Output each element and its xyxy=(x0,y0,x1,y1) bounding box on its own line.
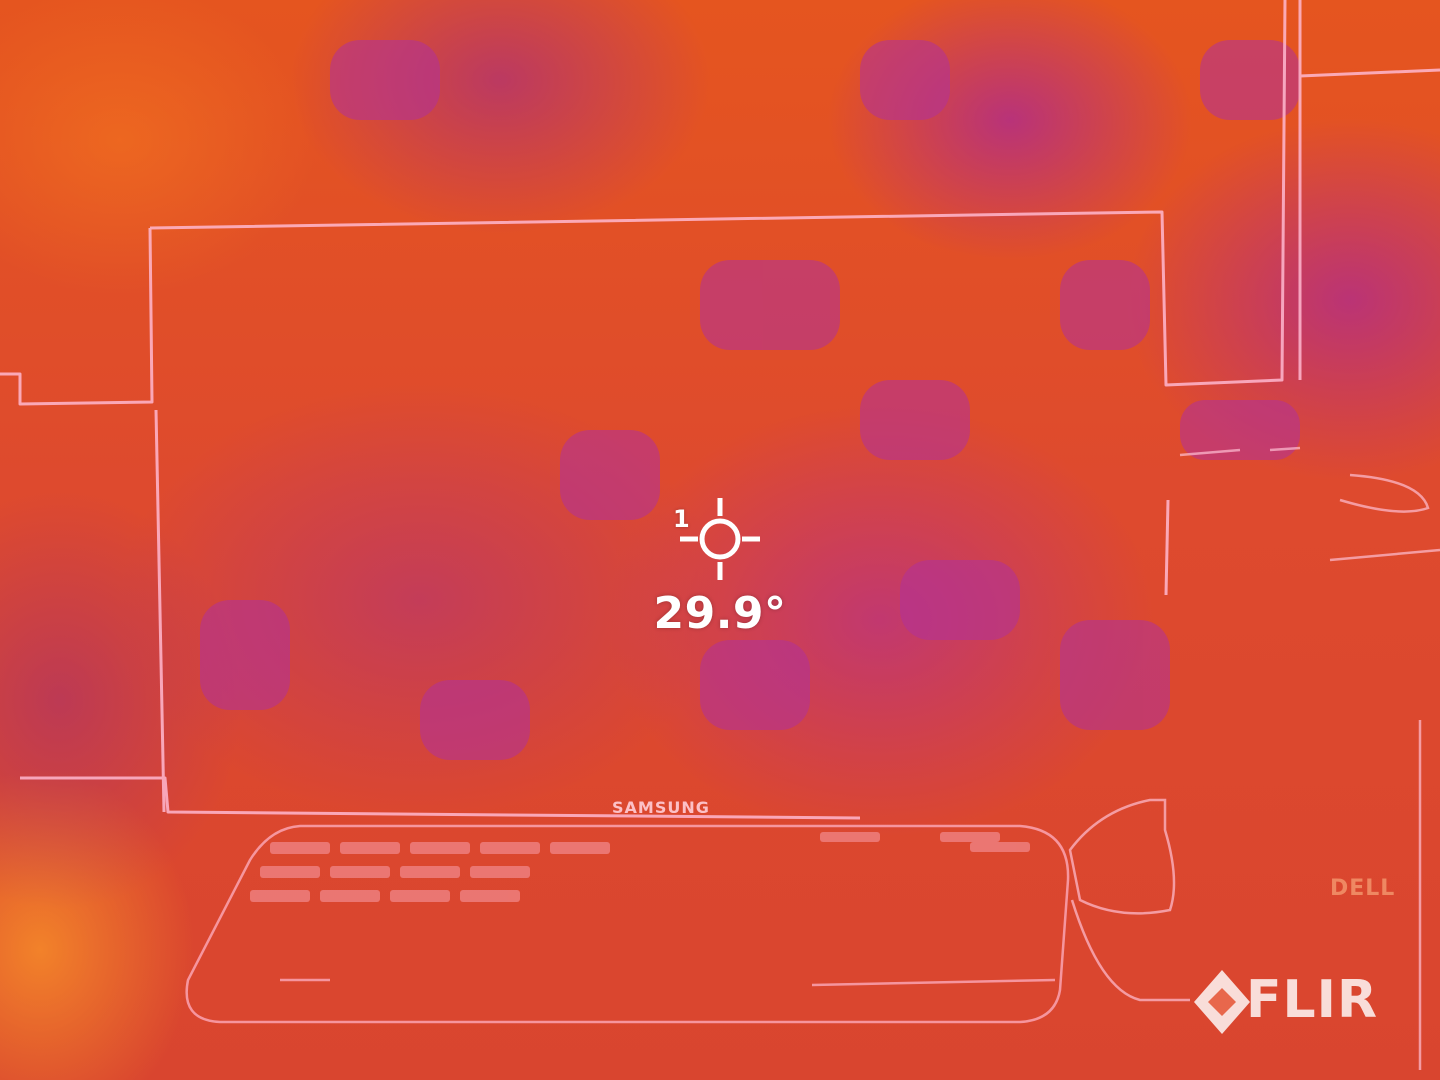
tower-brand-label: DELL xyxy=(1330,876,1396,901)
flir-logo-icon xyxy=(1192,962,1402,1042)
spot-index-label: 1 xyxy=(673,505,690,533)
laptop-screen-outline xyxy=(0,0,1440,820)
cool-patches xyxy=(200,40,1300,760)
temperature-readout: 29.9° xyxy=(653,588,787,639)
laptop-brand-label: SAMSUNG xyxy=(612,798,710,817)
spot-meter-crosshair-icon xyxy=(680,498,760,580)
side-objects xyxy=(1068,446,1440,1070)
flir-logo-text: FLIR xyxy=(1246,970,1379,1030)
laptop-keyboard xyxy=(185,824,1070,1024)
keyboard-keys xyxy=(250,832,1030,902)
